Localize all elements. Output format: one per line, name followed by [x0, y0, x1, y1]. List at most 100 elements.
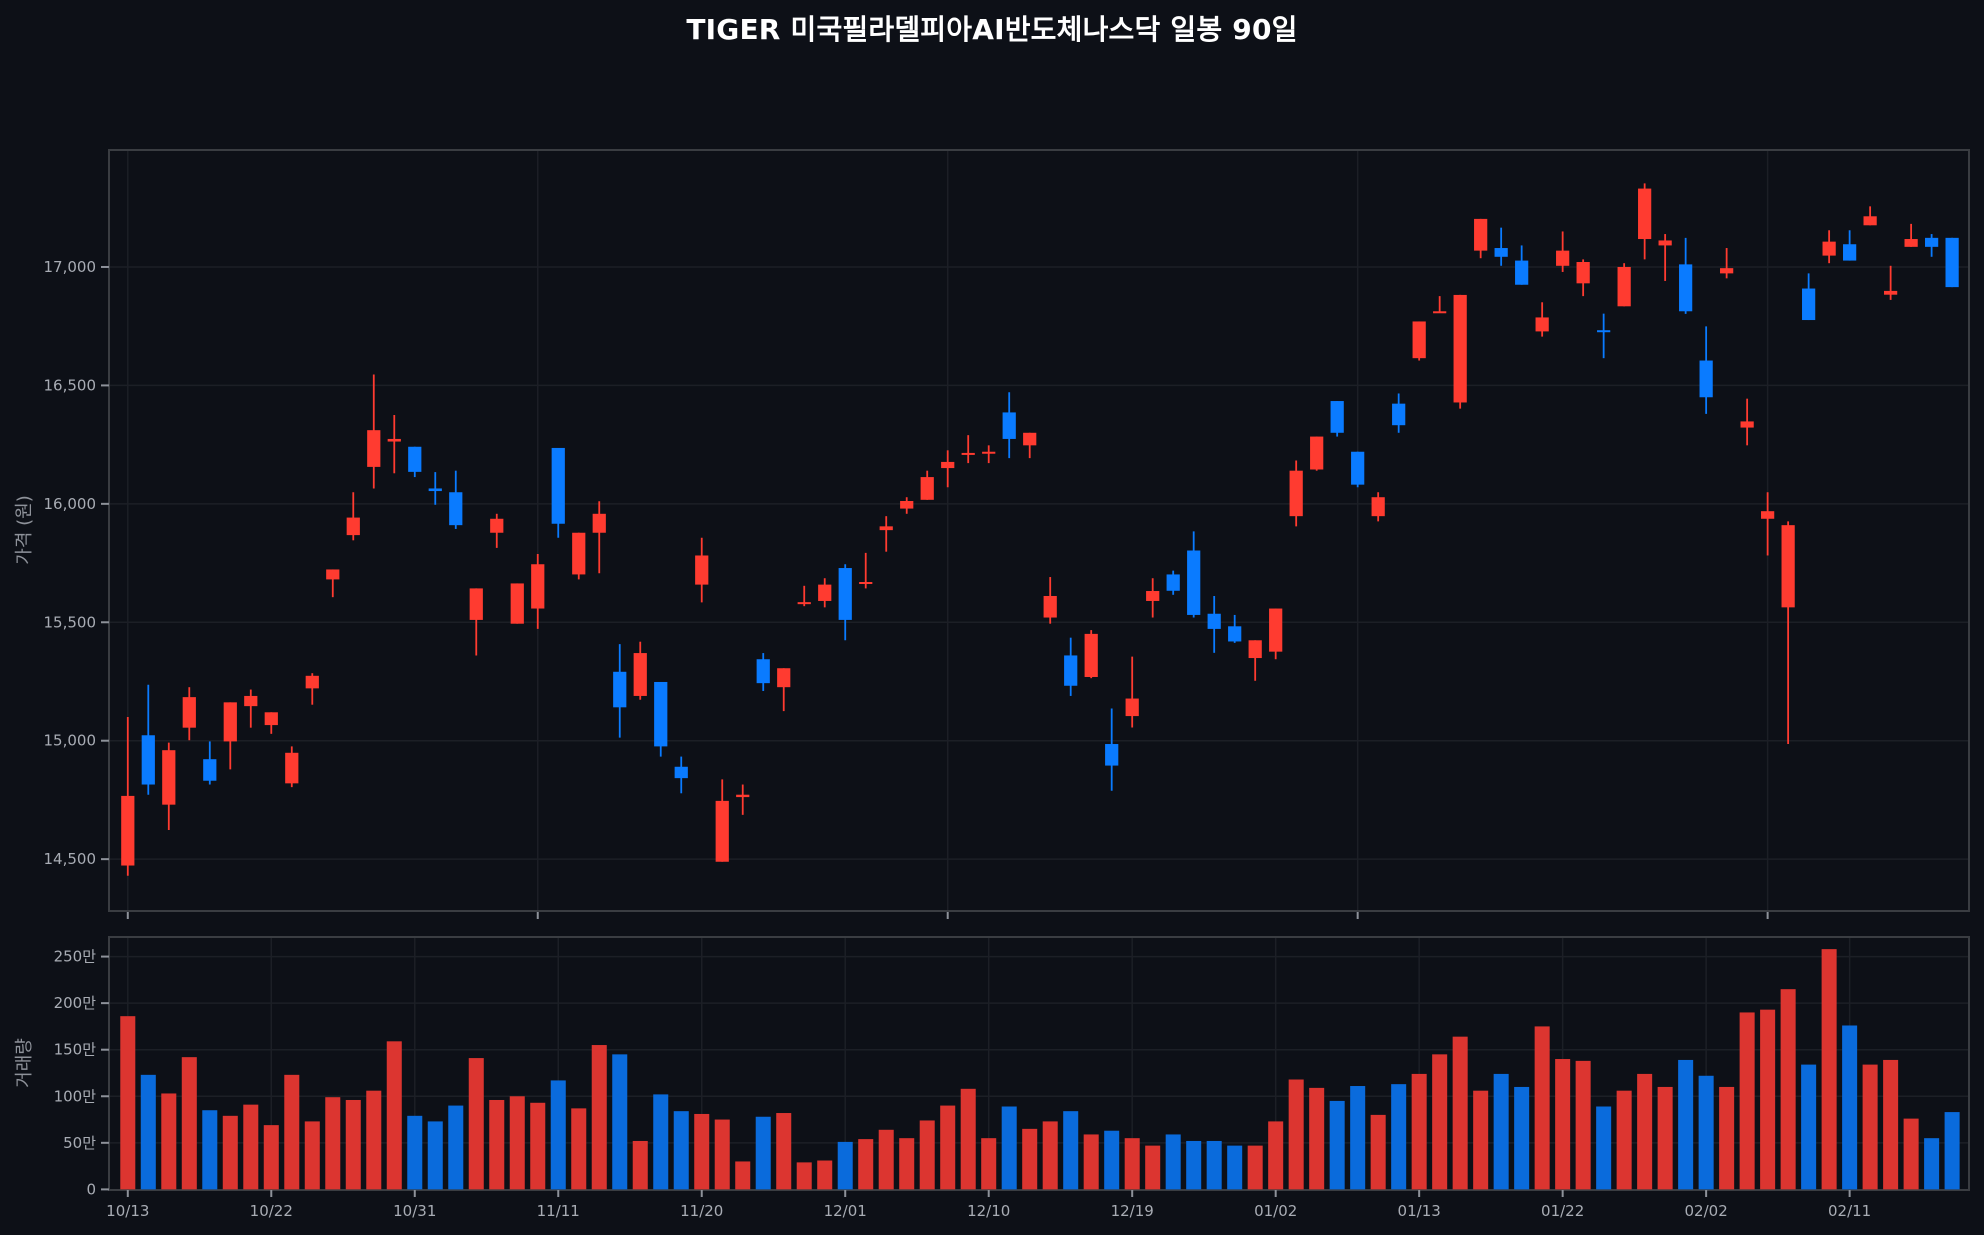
volume-bar	[1821, 949, 1837, 1190]
volume-bar	[1288, 1079, 1304, 1190]
volume-bar	[612, 1054, 628, 1190]
volume-bar	[1596, 1106, 1612, 1190]
volume-bar	[1186, 1140, 1202, 1190]
volume-bar	[1801, 1064, 1817, 1190]
candle	[1433, 296, 1447, 314]
volume-bar	[1698, 1075, 1714, 1190]
volume-bar	[694, 1113, 710, 1190]
candle	[777, 668, 791, 712]
volume-bar	[1555, 1059, 1571, 1190]
candle	[633, 641, 647, 700]
candle	[1822, 230, 1836, 264]
volume-bar	[448, 1105, 464, 1190]
volume-tick-label: 50만	[63, 1134, 96, 1152]
candle	[551, 447, 565, 538]
candle	[756, 653, 770, 691]
volume-bar	[1616, 1090, 1632, 1190]
date-tick-label: 12/01	[824, 1202, 867, 1220]
candle	[490, 513, 504, 548]
candle	[1802, 273, 1816, 321]
date-tick-label: 01/13	[1398, 1202, 1441, 1220]
volume-bar	[1206, 1140, 1222, 1190]
volume-tick-label: 250만	[54, 948, 97, 966]
volume-bar	[1145, 1145, 1161, 1190]
candle	[1658, 234, 1672, 281]
volume-bar	[1247, 1145, 1263, 1190]
price-candles	[121, 183, 1959, 876]
volume-bar	[1227, 1145, 1243, 1190]
volume-bar	[1739, 1012, 1755, 1190]
candle	[1843, 230, 1857, 261]
volume-bar	[345, 1099, 361, 1190]
candle	[1023, 432, 1037, 459]
volume-bar	[940, 1105, 956, 1190]
volume-panel-frame	[108, 936, 1970, 1191]
candle	[203, 741, 217, 785]
volume-bar	[1432, 1054, 1448, 1190]
date-tick-label: 10/31	[393, 1202, 436, 1220]
candle	[1515, 245, 1529, 285]
candle	[408, 446, 422, 478]
candle	[326, 569, 340, 598]
volume-bar	[1350, 1086, 1366, 1190]
volume-y-axis: 0 50만 100만 150만 200만 250만	[54, 948, 109, 1198]
volume-bar	[858, 1139, 874, 1190]
candle	[1187, 531, 1201, 618]
chart-title: TIGER 미국필라델피아AI반도체나스닥 일봉 90일	[686, 13, 1298, 46]
candle	[1863, 206, 1877, 226]
volume-bar	[1903, 1118, 1919, 1190]
volume-bar	[714, 1119, 730, 1190]
price-tick-label: 15,500	[44, 613, 97, 631]
volume-bar	[1022, 1128, 1038, 1190]
candle	[1474, 218, 1488, 259]
volume-bar	[1309, 1087, 1325, 1190]
volume-bar	[1637, 1073, 1653, 1190]
volume-bar	[837, 1141, 853, 1190]
volume-bar	[571, 1108, 587, 1190]
volume-bar	[1391, 1084, 1407, 1190]
candle	[367, 374, 381, 489]
volume-tick-label: 200만	[54, 994, 97, 1012]
candle	[1945, 237, 1959, 288]
candle	[1617, 263, 1631, 307]
volume-bar	[1657, 1086, 1673, 1190]
candle	[1310, 436, 1324, 471]
candle	[797, 585, 811, 607]
candle	[1248, 640, 1262, 681]
candle	[162, 742, 176, 831]
date-tick-label: 11/11	[537, 1202, 580, 1220]
volume-tick-label: 150만	[54, 1041, 97, 1059]
candle	[941, 450, 955, 488]
date-tick-label: 01/02	[1254, 1202, 1297, 1220]
candle	[1105, 708, 1119, 791]
volume-bar	[776, 1113, 792, 1190]
candle	[1351, 451, 1365, 488]
candle	[1884, 265, 1898, 300]
candle	[449, 470, 463, 529]
candle	[1043, 577, 1057, 624]
volume-bar	[325, 1097, 341, 1190]
volume-bar	[1924, 1138, 1940, 1190]
candle	[1228, 614, 1242, 643]
candle	[613, 644, 627, 738]
volume-bar	[550, 1080, 566, 1190]
candle	[1269, 608, 1283, 660]
candle	[1781, 521, 1795, 745]
date-tick-label: 10/13	[106, 1202, 149, 1220]
candle	[900, 497, 914, 514]
candle	[1494, 227, 1508, 266]
candle	[1597, 313, 1611, 359]
price-tick-label: 16,000	[44, 495, 97, 513]
volume-bar	[407, 1115, 423, 1190]
candle	[1371, 492, 1385, 522]
candle	[859, 552, 873, 589]
volume-bar	[1883, 1059, 1899, 1190]
volume-bar	[632, 1140, 648, 1190]
volume-axis-label: 거래량	[14, 1038, 35, 1088]
date-tick-label: 02/11	[1828, 1202, 1871, 1220]
date-tick-label: 02/02	[1685, 1202, 1728, 1220]
volume-bar	[1678, 1059, 1694, 1190]
volume-bar	[735, 1161, 751, 1190]
volume-bar	[1534, 1026, 1550, 1190]
volume-bar	[1001, 1106, 1017, 1190]
